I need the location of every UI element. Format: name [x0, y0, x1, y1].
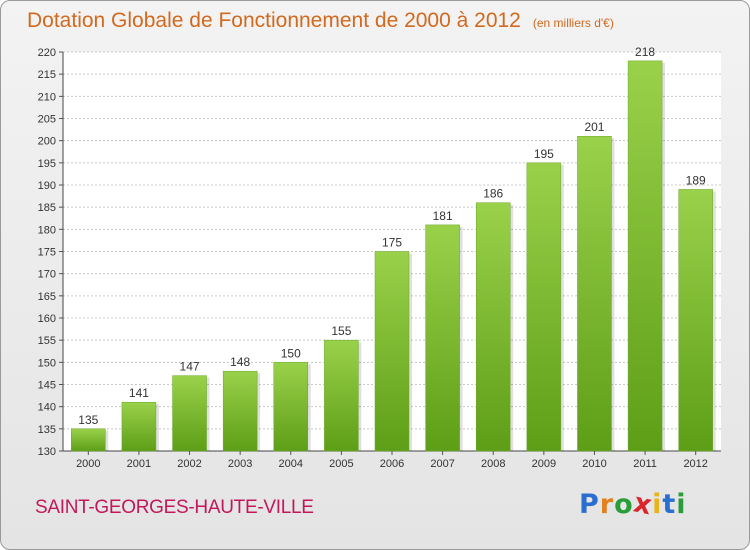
y-tick-label: 175 — [38, 247, 56, 259]
bar — [324, 339, 359, 452]
bar — [577, 135, 612, 452]
x-tick-label: 2003 — [228, 458, 252, 470]
proxiti-logo: Proxiti — [579, 487, 687, 521]
chart-title: Dotation Globale de Fonctionnement de 20… — [27, 9, 614, 33]
x-tick-label: 2008 — [481, 458, 505, 470]
bar — [121, 401, 157, 452]
bar — [425, 224, 460, 452]
y-tick-label: 160 — [38, 313, 56, 325]
logo-letter: i — [676, 489, 687, 520]
bar — [172, 375, 207, 452]
y-tick-label: 200 — [38, 136, 56, 148]
logo-letter: o — [614, 489, 634, 520]
x-tick-label: 2012 — [683, 458, 707, 470]
value-label: 186 — [483, 187, 503, 201]
x-tick-label: 2000 — [76, 458, 100, 470]
logo-letter: t — [662, 489, 677, 520]
y-tick-label: 205 — [38, 114, 56, 126]
y-tick-label: 190 — [38, 180, 56, 192]
y-tick-label: 145 — [38, 380, 56, 392]
value-label: 181 — [433, 209, 453, 223]
x-tick-label: 2001 — [127, 458, 151, 470]
logo-letter: r — [599, 489, 615, 520]
x-tick-label: 2009 — [532, 458, 556, 470]
y-tick-label: 170 — [38, 269, 56, 281]
x-tick-label: 2005 — [329, 458, 353, 470]
y-tick-label: 165 — [38, 291, 56, 303]
value-label: 135 — [78, 413, 98, 427]
bar — [273, 362, 309, 452]
value-label: 150 — [281, 346, 301, 360]
bar — [627, 60, 663, 452]
x-tick-label: 2011 — [633, 458, 657, 470]
y-tick-label: 140 — [38, 402, 56, 414]
y-tick-label: 150 — [38, 357, 56, 369]
value-label: 141 — [129, 386, 149, 400]
value-label: 148 — [230, 355, 250, 369]
value-label: 147 — [180, 360, 200, 374]
bar — [71, 428, 106, 452]
y-tick-label: 215 — [38, 69, 56, 81]
bar — [222, 370, 258, 452]
y-tick-label: 210 — [38, 91, 56, 103]
y-tick-label: 180 — [38, 224, 56, 236]
y-tick-label: 195 — [38, 158, 56, 170]
x-tick-label: 2006 — [380, 458, 404, 470]
y-tick-label: 130 — [38, 446, 56, 458]
x-tick-label: 2007 — [430, 458, 454, 470]
value-label: 189 — [686, 173, 706, 187]
y-tick-label: 155 — [38, 335, 56, 347]
bar — [475, 202, 511, 452]
value-label: 218 — [635, 45, 655, 59]
x-tick-label: 2002 — [177, 458, 201, 470]
bar — [374, 251, 410, 452]
x-tick-label: 2004 — [279, 458, 303, 470]
bar — [526, 162, 562, 452]
y-tick-label: 185 — [38, 202, 56, 214]
y-tick-label: 220 — [38, 47, 56, 59]
value-label: 195 — [534, 147, 554, 161]
value-label: 201 — [584, 120, 604, 134]
unit-label: (en milliers d'€) — [532, 16, 614, 30]
value-label: 155 — [331, 324, 351, 338]
logo-letter: P — [579, 489, 600, 520]
x-tick-label: 2010 — [582, 458, 606, 470]
logo-letter: i — [652, 489, 663, 520]
y-tick-label: 135 — [38, 424, 56, 436]
value-label: 175 — [382, 236, 402, 250]
bar — [678, 189, 713, 452]
title-text: Dotation Globale de Fonctionnement de 20… — [27, 9, 521, 32]
commune-name: SAINT-GEORGES-HAUTE-VILLE — [35, 497, 314, 518]
